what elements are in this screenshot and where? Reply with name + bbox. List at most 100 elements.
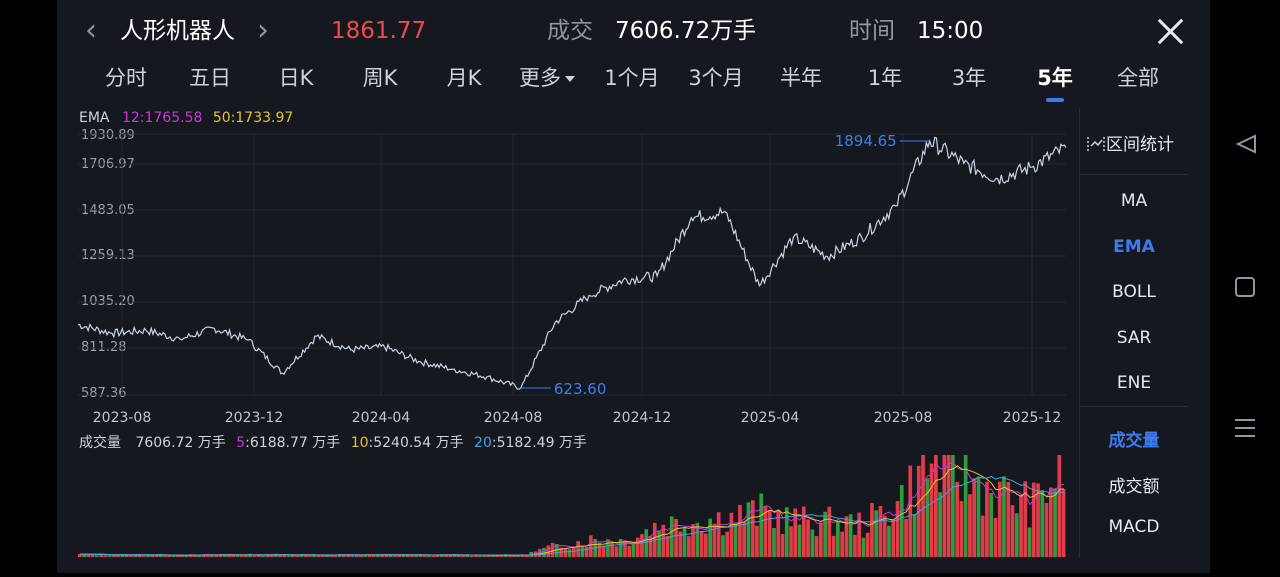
volume-bar — [934, 455, 938, 557]
volume-bar — [682, 528, 687, 557]
volume-bar — [1057, 455, 1062, 557]
volume-bar — [512, 555, 517, 557]
volume-bar — [784, 507, 789, 557]
interval-stat-box[interactable]: 区间统计 — [1080, 108, 1188, 175]
volume-bar — [201, 554, 206, 557]
volume-bar — [227, 554, 231, 557]
ma5-value: :6188.77 万手 — [245, 435, 341, 451]
tab-daily-k[interactable]: 日K — [278, 66, 314, 90]
volume-bar — [90, 554, 95, 557]
volume-bar — [308, 555, 312, 557]
volume-bar — [887, 525, 891, 557]
volume-bar — [657, 530, 661, 557]
tab-more[interactable]: 更多 — [519, 64, 575, 92]
sub-indicator-turnover[interactable]: 成交额 — [1108, 477, 1160, 497]
volume-bar — [640, 534, 644, 557]
volume-bar — [86, 553, 91, 557]
volume-bar — [678, 531, 683, 557]
tab-3month[interactable]: 3个月 — [688, 66, 744, 90]
chevron-left-icon[interactable]: ‹ — [85, 13, 97, 48]
volume-bar — [610, 542, 614, 557]
volume-bar — [759, 493, 764, 557]
volume-bar — [827, 506, 832, 557]
volume-bar — [422, 555, 427, 557]
volume-bar — [1031, 482, 1036, 557]
tab-half-year[interactable]: 半年 — [780, 66, 822, 90]
volume-bar — [303, 554, 308, 557]
volume-bar — [691, 524, 695, 557]
volume-bar — [474, 554, 478, 557]
volume-bar — [665, 536, 670, 557]
price-line — [77, 136, 1067, 390]
range-stat-icon — [1087, 137, 1105, 151]
volume-bar — [968, 494, 972, 557]
volume-bar — [627, 545, 632, 557]
volume-bar — [840, 531, 844, 557]
sub-indicator-volume[interactable]: 成交量 — [1108, 431, 1160, 451]
volume-bar — [150, 555, 155, 557]
x-tick-label: 2024-04 — [351, 410, 411, 426]
volume-bar — [388, 554, 393, 557]
volume-bar — [359, 555, 363, 557]
ma10-value: :5240.54 万手 — [368, 435, 464, 451]
sub-indicator-macd[interactable]: MACD — [1108, 517, 1160, 537]
tab-all[interactable]: 全部 — [1117, 66, 1159, 90]
chevron-right-icon[interactable]: › — [257, 13, 269, 48]
price-chart[interactable]: 1894.65 623.60 — [57, 0, 1079, 573]
volume-bar — [584, 546, 589, 557]
tab-weekly-k[interactable]: 周K — [362, 66, 398, 90]
volume-bar — [193, 554, 197, 557]
volume-bar — [265, 555, 270, 557]
home-icon[interactable] — [1235, 277, 1255, 297]
volume-bar — [116, 555, 120, 557]
tab-5day[interactable]: 五日 — [189, 66, 231, 90]
volume-bar — [776, 509, 781, 557]
volume-bar — [397, 555, 402, 557]
indicator-ene[interactable]: ENE — [1116, 373, 1152, 393]
volume-bar — [597, 542, 602, 557]
volume-bar — [1023, 481, 1028, 557]
indicator-sar[interactable]: SAR — [1116, 328, 1152, 348]
tab-5year[interactable]: 5年 — [1037, 66, 1073, 90]
stock-name: 人形机器人 — [120, 18, 235, 44]
divider — [1080, 406, 1188, 407]
tab-3year[interactable]: 3年 — [951, 66, 987, 90]
volume-bar — [963, 455, 968, 557]
close-icon[interactable] — [1156, 16, 1186, 46]
volume-bar — [631, 543, 636, 557]
indicator-boll[interactable]: BOLL — [1112, 282, 1156, 302]
volume-bar — [546, 545, 551, 557]
volume-bar — [141, 555, 146, 557]
interval-stat-label: 区间统计 — [1106, 135, 1174, 155]
volume-bar — [780, 534, 785, 557]
volume-bar — [831, 535, 836, 557]
volume-bar — [261, 555, 265, 557]
indicator-ema[interactable]: EMA — [1113, 237, 1155, 257]
back-icon[interactable] — [1235, 134, 1256, 154]
volume-bar — [282, 554, 287, 557]
header: ‹ 人形机器人 › 1861.77 成交 7606.72万手 时间 15:00 — [57, 0, 1210, 62]
tab-1year[interactable]: 1年 — [867, 66, 903, 90]
ema-legend-name: EMA — [79, 110, 110, 126]
tab-1month[interactable]: 1个月 — [604, 66, 660, 90]
tab-monthly-k[interactable]: 月K — [446, 66, 482, 90]
volume-bar — [1044, 503, 1049, 557]
volume-bar — [435, 554, 440, 557]
volume-bar — [197, 555, 201, 557]
menu-icon[interactable] — [1235, 419, 1255, 437]
volume-bar — [418, 554, 423, 557]
volume-bar — [870, 503, 874, 557]
volume-bar — [614, 546, 619, 557]
volume-bar — [750, 500, 755, 557]
volume-bar — [716, 512, 721, 557]
indicator-ma[interactable]: MA — [1120, 191, 1148, 211]
ma20-value: :5182.49 万手 — [491, 435, 587, 451]
volume-bar — [342, 554, 346, 557]
x-tick-label: 2023-08 — [92, 410, 152, 426]
volume-bar — [184, 555, 189, 557]
tab-fenshi[interactable]: 分时 — [105, 66, 147, 90]
x-tick-label: 2024-08 — [483, 410, 543, 426]
volume-bar — [563, 549, 568, 557]
volume-bar — [354, 555, 359, 557]
interval-stat-button[interactable]: 区间统计 — [1086, 130, 1174, 155]
